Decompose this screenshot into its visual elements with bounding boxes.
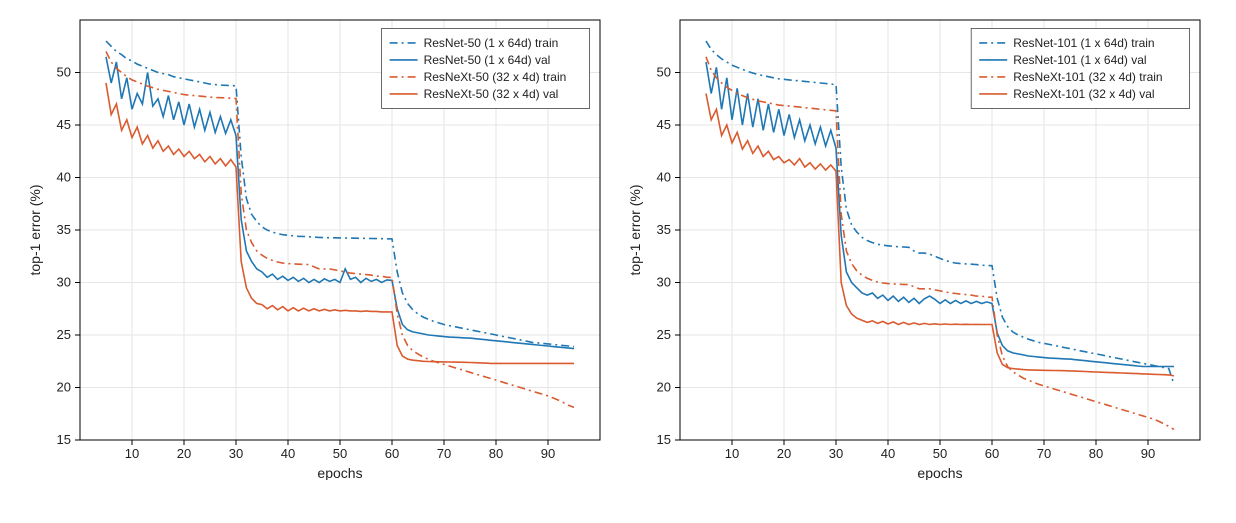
chart-panel-right: 10 20 30 40 50 60 70 80 90 15 20 25 30 35 40 45 50 epochs… bbox=[618, 0, 1218, 480]
ytick-label: 30 bbox=[657, 275, 671, 290]
y-axis-label: top-1 error (%) bbox=[627, 184, 643, 275]
xtick-label: 50 bbox=[933, 446, 947, 461]
legend-label: ResNeXt-101 (32 x 4d) val bbox=[1013, 87, 1154, 101]
legend-label: ResNeXt-50 (32 x 4d) train bbox=[424, 70, 567, 84]
xtick-label: 20 bbox=[777, 446, 791, 461]
xtick-label: 80 bbox=[1089, 446, 1103, 461]
xtick-label: 10 bbox=[725, 446, 739, 461]
legend-label: ResNeXt-101 (32 x 4d) train bbox=[1013, 70, 1162, 84]
legend-label: ResNeXt-50 (32 x 4d) val bbox=[424, 87, 559, 101]
ytick-label: 35 bbox=[57, 222, 71, 237]
x-axis-label: epochs bbox=[917, 465, 962, 480]
xtick-label: 60 bbox=[385, 446, 399, 461]
ytick-label: 30 bbox=[57, 275, 71, 290]
ytick-label: 45 bbox=[657, 117, 671, 132]
xtick-label: 20 bbox=[177, 446, 191, 461]
x-axis-label: epochs bbox=[317, 465, 362, 480]
xtick-label: 30 bbox=[829, 446, 843, 461]
ytick-label: 45 bbox=[57, 117, 71, 132]
ytick-label: 20 bbox=[57, 380, 71, 395]
ytick-label: 40 bbox=[657, 170, 671, 185]
xtick-label: 90 bbox=[1141, 446, 1155, 461]
ytick-label: 50 bbox=[657, 65, 671, 80]
xtick-label: 90 bbox=[541, 446, 555, 461]
xtick-label: 60 bbox=[985, 446, 999, 461]
legend-label: ResNet-50 (1 x 64d) val bbox=[424, 53, 551, 67]
y-axis-label: top-1 error (%) bbox=[27, 184, 43, 275]
xtick-label: 30 bbox=[229, 446, 243, 461]
xtick-label: 80 bbox=[489, 446, 503, 461]
xtick-label: 40 bbox=[881, 446, 895, 461]
xtick-label: 70 bbox=[1037, 446, 1051, 461]
figure-container: 10 20 30 40 50 60 70 80 90 15 20 25 30 35 40 45 50 epochs… bbox=[0, 0, 1236, 523]
ytick-label: 25 bbox=[57, 327, 71, 342]
xtick-label: 50 bbox=[333, 446, 347, 461]
ytick-label: 15 bbox=[657, 432, 671, 447]
ytick-label: 35 bbox=[657, 222, 671, 237]
ytick-label: 20 bbox=[657, 380, 671, 395]
ytick-label: 15 bbox=[57, 432, 71, 447]
xtick-label: 10 bbox=[125, 446, 139, 461]
legend-label: ResNet-101 (1 x 64d) train bbox=[1013, 36, 1154, 50]
legend-label: ResNet-101 (1 x 64d) val bbox=[1013, 53, 1146, 67]
ytick-label: 40 bbox=[57, 170, 71, 185]
ytick-label: 50 bbox=[57, 65, 71, 80]
legend-label: ResNet-50 (1 x 64d) train bbox=[424, 36, 559, 50]
chart-panel-left: 10 20 30 40 50 60 70 80 90 15 20 25 30 35 40 45 50 epochs… bbox=[18, 0, 618, 480]
xtick-label: 40 bbox=[281, 446, 295, 461]
ytick-label: 25 bbox=[657, 327, 671, 342]
xtick-label: 70 bbox=[437, 446, 451, 461]
